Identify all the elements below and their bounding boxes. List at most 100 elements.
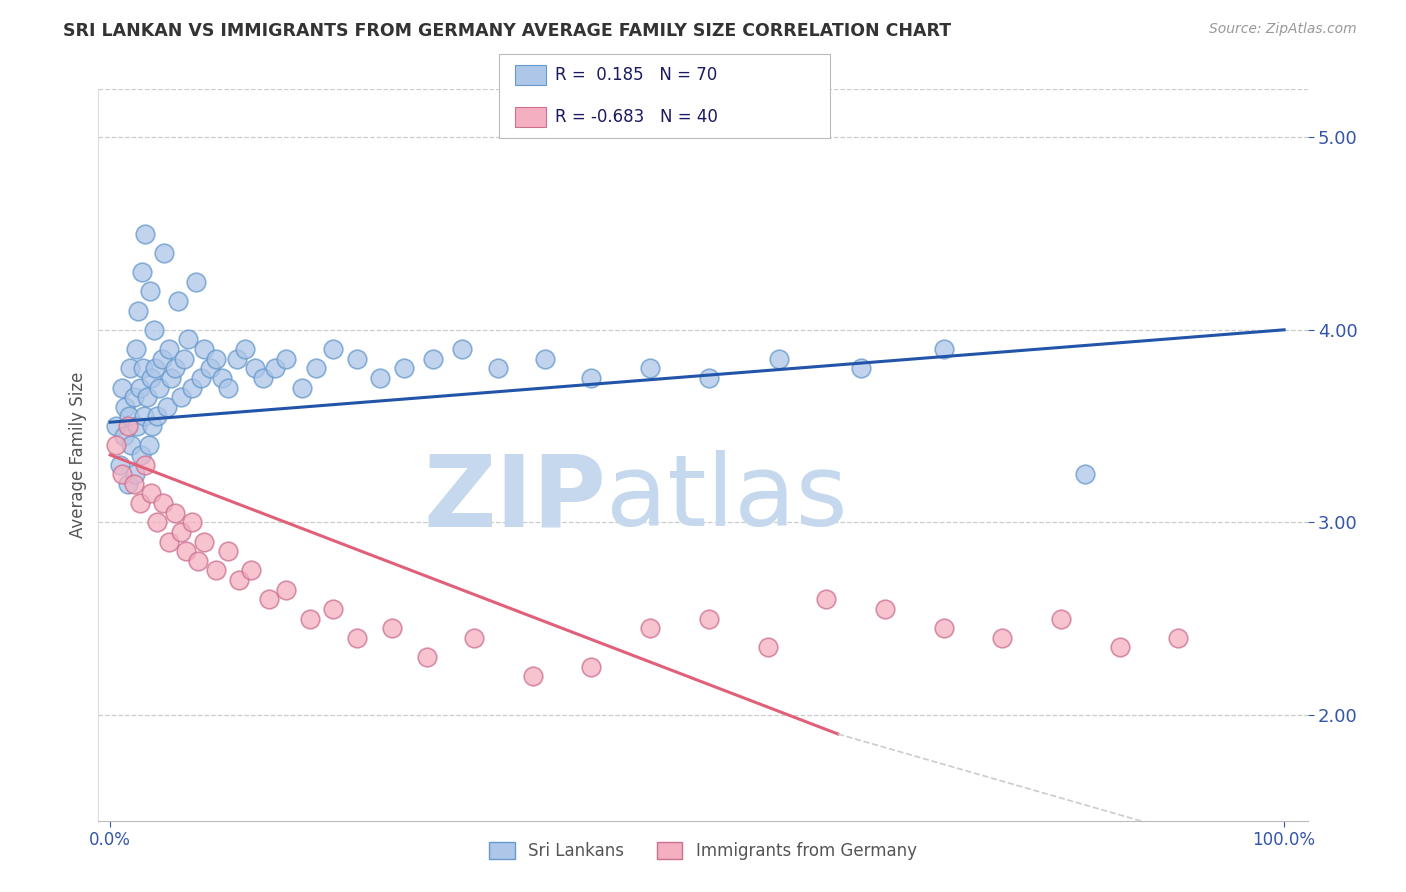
Point bbox=[176, 544, 198, 558]
Point bbox=[122, 390, 145, 404]
Point bbox=[114, 400, 136, 414]
Point bbox=[111, 380, 134, 394]
Point bbox=[105, 438, 128, 452]
Point bbox=[127, 303, 149, 318]
Point bbox=[1167, 631, 1189, 645]
Point bbox=[128, 496, 150, 510]
Point bbox=[132, 361, 155, 376]
Point bbox=[368, 371, 391, 385]
Point bbox=[190, 371, 212, 385]
Point bbox=[146, 409, 169, 424]
Text: atlas: atlas bbox=[606, 450, 848, 548]
Point bbox=[134, 458, 156, 472]
Point bbox=[381, 621, 404, 635]
Point bbox=[184, 275, 207, 289]
Point bbox=[143, 361, 166, 376]
Point bbox=[146, 516, 169, 530]
Point bbox=[638, 361, 661, 376]
Point bbox=[169, 390, 191, 404]
Point bbox=[697, 371, 720, 385]
Point bbox=[138, 438, 160, 452]
Point bbox=[105, 419, 128, 434]
Point bbox=[163, 361, 186, 376]
Point bbox=[211, 371, 233, 385]
Point bbox=[638, 621, 661, 635]
Text: SRI LANKAN VS IMMIGRANTS FROM GERMANY AVERAGE FAMILY SIZE CORRELATION CHART: SRI LANKAN VS IMMIGRANTS FROM GERMANY AV… bbox=[63, 22, 952, 40]
Point bbox=[167, 293, 190, 308]
Point bbox=[226, 351, 249, 366]
Point bbox=[1073, 467, 1095, 482]
Point bbox=[204, 351, 226, 366]
Point bbox=[129, 448, 152, 462]
Point bbox=[139, 285, 162, 299]
Point bbox=[322, 602, 344, 616]
Point bbox=[193, 534, 215, 549]
Text: R = -0.683   N = 40: R = -0.683 N = 40 bbox=[555, 108, 718, 126]
Point bbox=[932, 342, 955, 356]
Point bbox=[1108, 640, 1130, 655]
Point bbox=[134, 227, 156, 241]
Point bbox=[304, 361, 326, 376]
Point bbox=[176, 333, 198, 347]
Point bbox=[276, 582, 298, 597]
Point bbox=[263, 361, 285, 376]
Point bbox=[181, 516, 204, 530]
Point bbox=[112, 428, 135, 442]
Point bbox=[155, 400, 177, 414]
Point bbox=[193, 342, 215, 356]
Point bbox=[169, 524, 191, 539]
Point bbox=[141, 419, 163, 434]
Point bbox=[187, 554, 209, 568]
Point bbox=[141, 486, 163, 500]
Point bbox=[217, 544, 239, 558]
Point bbox=[117, 419, 139, 434]
Text: Source: ZipAtlas.com: Source: ZipAtlas.com bbox=[1209, 22, 1357, 37]
Point bbox=[768, 351, 790, 366]
Point bbox=[522, 669, 544, 683]
Point bbox=[290, 380, 312, 394]
Point bbox=[228, 573, 250, 587]
Point bbox=[148, 380, 170, 394]
Point bbox=[124, 467, 146, 482]
Point bbox=[298, 611, 321, 625]
Point bbox=[416, 650, 439, 665]
Point bbox=[873, 602, 896, 616]
Point bbox=[697, 611, 720, 625]
Point bbox=[756, 640, 779, 655]
Point bbox=[131, 265, 153, 279]
Point bbox=[217, 380, 239, 394]
Point bbox=[851, 361, 873, 376]
Point bbox=[118, 409, 141, 424]
Point bbox=[181, 380, 204, 394]
Point bbox=[463, 631, 485, 645]
Point bbox=[120, 438, 142, 452]
Point bbox=[240, 563, 263, 577]
Point bbox=[486, 361, 509, 376]
Point bbox=[322, 342, 344, 356]
Point bbox=[581, 371, 603, 385]
Point bbox=[243, 361, 266, 376]
Point bbox=[111, 467, 134, 482]
Point bbox=[160, 371, 183, 385]
Point bbox=[451, 342, 474, 356]
Point bbox=[142, 323, 165, 337]
Point bbox=[150, 351, 173, 366]
Point bbox=[153, 245, 176, 260]
Point bbox=[141, 371, 163, 385]
Point bbox=[157, 342, 180, 356]
Point bbox=[108, 458, 131, 472]
Point bbox=[135, 390, 157, 404]
Point bbox=[276, 351, 298, 366]
Point bbox=[134, 409, 156, 424]
Point bbox=[257, 592, 280, 607]
Point bbox=[581, 659, 603, 673]
Point bbox=[422, 351, 444, 366]
Point bbox=[120, 361, 142, 376]
Point bbox=[163, 506, 186, 520]
Point bbox=[1050, 611, 1073, 625]
Point bbox=[173, 351, 195, 366]
Point bbox=[198, 361, 221, 376]
Point bbox=[346, 631, 368, 645]
Point bbox=[157, 534, 180, 549]
Text: R =  0.185   N = 70: R = 0.185 N = 70 bbox=[555, 66, 717, 84]
